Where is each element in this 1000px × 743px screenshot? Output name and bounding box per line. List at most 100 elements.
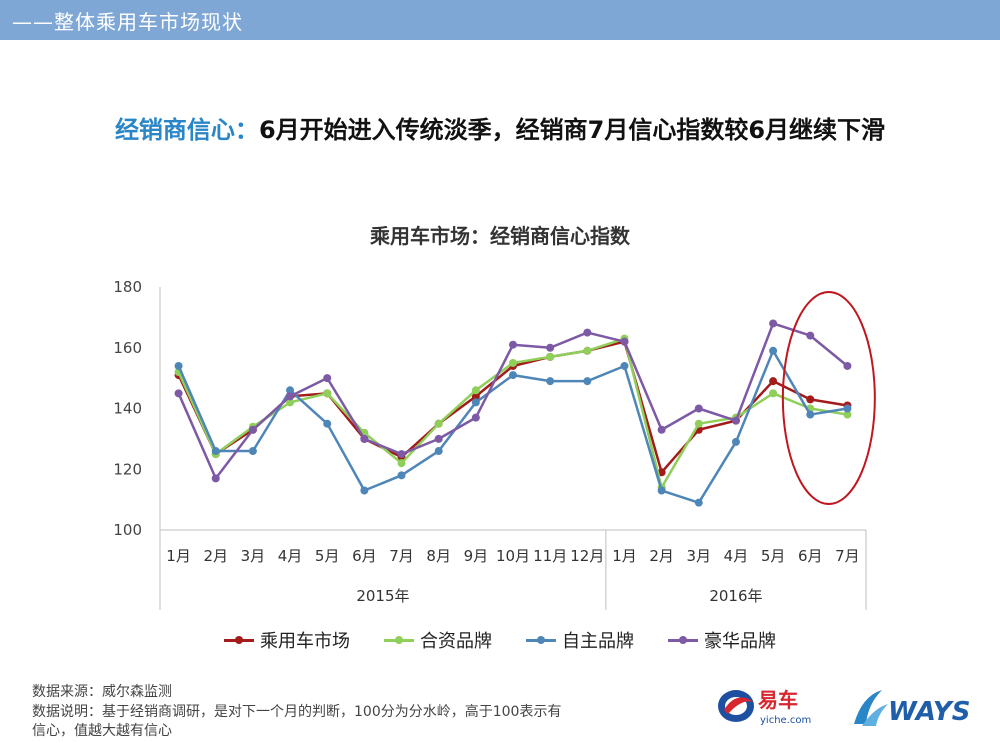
data-point: [806, 410, 815, 419]
highlight-ellipse: [781, 291, 876, 505]
svg-text:WAYS: WAYS: [888, 697, 970, 727]
data-point: [806, 331, 815, 340]
data-point: [509, 340, 517, 349]
data-point: [471, 392, 480, 401]
data-point: [546, 352, 555, 361]
data-point: [248, 425, 257, 434]
x-tick-label: 7月: [835, 547, 860, 565]
ways-logo: WAYS: [854, 690, 970, 727]
data-point: [546, 377, 555, 386]
x-tick-label: 12月: [570, 547, 604, 565]
y-tick-label: 100: [113, 521, 142, 539]
legend-item: 豪华品牌: [668, 627, 776, 653]
data-source: 数据来源：威尔森监测: [32, 684, 172, 700]
x-tick-label: 1月: [612, 547, 637, 565]
x-tick-label: 2月: [203, 547, 228, 565]
data-point: [657, 425, 666, 434]
chart-title: 乘用车市场：经销商信心指数: [370, 224, 630, 248]
year-group-label: 2015年: [356, 587, 409, 605]
data-point: [769, 389, 778, 398]
svg-text:yiche.com: yiche.com: [760, 715, 811, 726]
x-tick-label: 6月: [352, 547, 377, 565]
data-point: [434, 434, 443, 443]
chart-legend: 乘用车市场 合资品牌 自主品牌 豪华品牌: [0, 627, 1000, 653]
year-group-label: 2016年: [709, 587, 762, 605]
y-tick-label: 180: [113, 278, 142, 296]
data-point: [397, 459, 406, 468]
x-tick-label: 10月: [496, 547, 530, 565]
svg-text:易车: 易车: [758, 688, 798, 712]
section-title: ——整体乘用车市场现状: [12, 10, 243, 34]
headline-text: 6月开始进入传统淡季，经销商7月信心指数较6月继续下滑: [258, 116, 886, 144]
x-tick-label: 7月: [389, 547, 414, 565]
y-tick-label: 140: [113, 400, 142, 418]
x-tick-label: 8月: [426, 547, 451, 565]
data-point: [360, 434, 369, 443]
data-point: [211, 447, 220, 456]
data-point: [323, 419, 332, 428]
data-point: [769, 319, 778, 328]
data-point: [620, 361, 629, 370]
data-point: [843, 361, 852, 370]
x-tick-label: 9月: [464, 547, 489, 565]
data-point: [323, 389, 332, 398]
legend-marker: [668, 634, 698, 646]
legend-label: 自主品牌: [562, 631, 634, 652]
data-point: [806, 395, 815, 404]
data-point: [731, 416, 740, 425]
data-point: [248, 447, 257, 456]
data-point: [471, 386, 480, 395]
data-point: [211, 474, 220, 483]
legend-marker: [384, 634, 414, 646]
slide-headline: 经销商信心：6月开始进入传统淡季，经销商7月信心指数较6月继续下滑: [0, 110, 1000, 145]
y-tick-label: 160: [113, 339, 142, 357]
data-point: [843, 410, 852, 419]
legend-label: 合资品牌: [420, 631, 492, 652]
x-tick-label: 11月: [533, 547, 567, 565]
yiche-logo: 易车 yiche.com: [718, 688, 811, 726]
x-tick-label: 4月: [278, 547, 303, 565]
data-point: [471, 413, 480, 422]
data-point: [694, 498, 703, 507]
x-tick-label: 4月: [724, 547, 749, 565]
data-point: [323, 374, 332, 383]
data-point: [286, 386, 295, 395]
data-point: [583, 346, 592, 355]
data-point: [360, 486, 369, 495]
data-point: [286, 392, 295, 401]
data-point: [434, 419, 443, 428]
data-note-line2: 信心，值越大越有信心: [32, 723, 172, 739]
legend-label: 乘用车市场: [260, 631, 350, 652]
x-tick-label: 5月: [315, 547, 340, 565]
data-point: [471, 398, 480, 407]
data-point: [694, 419, 703, 428]
data-point: [583, 328, 592, 337]
legend-item: 自主品牌: [526, 627, 634, 653]
data-point: [843, 404, 852, 413]
data-point: [769, 346, 778, 355]
data-point: [397, 471, 406, 480]
data-point: [397, 450, 406, 459]
data-point: [583, 377, 592, 386]
y-tick-label: 120: [113, 460, 142, 478]
x-tick-label: 2月: [649, 547, 674, 565]
legend-marker: [526, 634, 556, 646]
data-point: [174, 361, 183, 370]
legend-marker: [224, 634, 254, 646]
data-point: [174, 389, 183, 398]
header-bar: ——整体乘用车市场现状: [0, 0, 1000, 40]
data-point: [509, 358, 517, 367]
data-point: [546, 343, 555, 352]
data-point: [657, 468, 666, 477]
data-point: [620, 337, 629, 346]
data-point: [769, 377, 778, 386]
headline-accent: 经销商信心：: [114, 116, 259, 144]
data-point: [286, 398, 295, 407]
x-tick-label: 6月: [798, 547, 823, 565]
data-point: [434, 447, 443, 456]
legend-label: 豪华品牌: [704, 631, 776, 652]
legend-item: 乘用车市场: [224, 627, 350, 653]
x-tick-label: 3月: [687, 547, 712, 565]
x-tick-label: 1月: [166, 547, 191, 565]
data-point: [509, 371, 517, 380]
